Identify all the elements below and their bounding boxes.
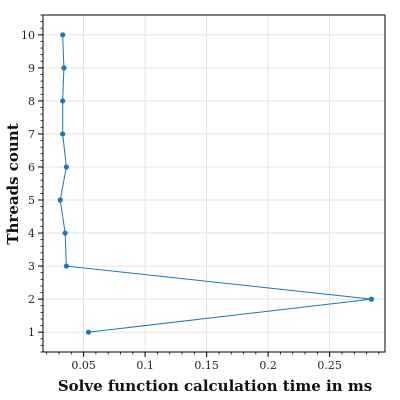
data-point: [368, 296, 375, 302]
y-tick-label: 2: [28, 293, 35, 306]
y-axis-label: Threads count: [4, 123, 22, 244]
y-tick-label: 1: [28, 326, 35, 339]
x-tick-label: 0.1: [136, 359, 154, 372]
y-tick-label: 4: [28, 227, 35, 240]
series-line: [59, 34, 372, 333]
data-point: [85, 329, 92, 335]
data-point: [62, 230, 68, 236]
data-point: [60, 131, 66, 137]
y-tick-label: 3: [28, 260, 35, 273]
x-tick-label: 0.2: [259, 359, 277, 372]
x-tick-label: 0.15: [194, 359, 219, 372]
data-point: [57, 197, 63, 203]
data-point: [63, 263, 69, 269]
series-layer: [57, 32, 375, 335]
data-point: [60, 98, 66, 104]
axis-ticks: [38, 14, 380, 357]
x-tick-label: 0.25: [317, 359, 342, 372]
plot-frame: [42, 14, 386, 353]
y-tick-label: 6: [28, 161, 35, 174]
y-tick-label: 5: [28, 194, 35, 207]
y-tick-label: 9: [28, 62, 35, 75]
data-point: [60, 32, 66, 38]
y-tick-label: 7: [28, 128, 35, 141]
grid-lines: [43, 15, 385, 352]
x-tick-label: 0.05: [71, 359, 96, 372]
y-tick-label: 10: [21, 29, 35, 42]
data-point: [63, 164, 69, 170]
tick-labels: 0.05 0.1 0.15 0.2 0.25 1 2 3 4 5 6 7 8 9 10: [21, 29, 342, 372]
x-axis-label: Solve function calculation time in ms: [58, 377, 372, 395]
data-point: [61, 65, 67, 71]
y-tick-label: 8: [28, 95, 35, 108]
